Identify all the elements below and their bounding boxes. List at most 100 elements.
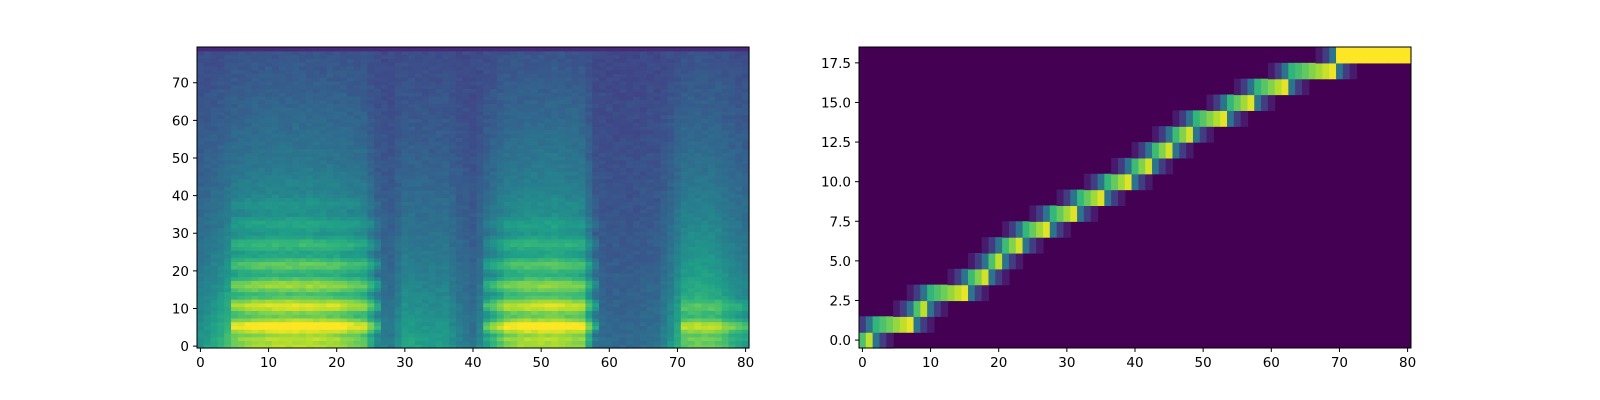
spectrogram-cell	[490, 80, 498, 86]
spectrogram-cell	[394, 238, 403, 244]
spectrogram-cell	[265, 189, 273, 195]
spectrogram-cell	[503, 65, 512, 71]
spectrogram-cell	[428, 171, 437, 176]
spectrogram-cell	[612, 310, 621, 315]
spectrogram-cell	[231, 231, 239, 236]
spectrogram-cell	[585, 141, 593, 146]
spectrogram-cell	[387, 310, 396, 315]
spectrogram-cell	[333, 171, 341, 176]
spectrogram-cell	[578, 62, 587, 67]
spectrogram-cell	[381, 261, 389, 266]
spectrogram-cell	[278, 220, 287, 225]
spectrogram-cell	[524, 171, 532, 176]
spectrogram-cell	[210, 238, 219, 244]
spectrogram-cell	[551, 250, 559, 255]
spectrogram-cell	[537, 95, 546, 101]
spectrogram-cell	[278, 238, 287, 244]
spectrogram-cell	[251, 107, 259, 112]
spectrogram-cell	[585, 174, 593, 180]
spectrogram-cell	[551, 231, 559, 236]
spectrogram-cell	[551, 114, 559, 120]
spectrogram-cell	[483, 257, 491, 263]
spectrogram-cell	[292, 344, 300, 349]
spectrogram-cell	[394, 144, 403, 150]
spectrogram-cell	[203, 107, 212, 112]
spectrogram-cell	[333, 325, 341, 330]
spectrogram-cell	[292, 178, 300, 184]
spectrogram-cell	[503, 182, 512, 187]
spectrogram-cell	[244, 167, 253, 172]
spectrogram-cell	[237, 314, 246, 319]
spectrogram-cell	[619, 253, 627, 259]
spectrogram-cell	[340, 80, 348, 86]
spectrogram-cell	[442, 336, 450, 342]
spectrogram-cell	[333, 73, 341, 78]
spectrogram-cell	[571, 344, 580, 349]
spectrogram-cell	[340, 95, 348, 101]
spectrogram-cell	[517, 306, 525, 311]
spectrogram-cell	[476, 306, 484, 311]
spectrogram-cell	[197, 329, 205, 334]
spectrogram-cell	[490, 159, 498, 165]
spectrogram-cell	[292, 227, 300, 232]
spectrogram-cell	[217, 310, 225, 315]
spectrogram-cell	[421, 253, 430, 259]
spectrogram-cell	[367, 284, 375, 289]
spectrogram-cell	[592, 329, 600, 334]
spectrogram-cell	[224, 114, 232, 120]
spectrogram-cell	[271, 246, 280, 251]
spectrogram-cell	[381, 156, 389, 161]
spectrogram-cell	[476, 92, 484, 97]
spectrogram-cell	[258, 84, 266, 89]
spectrogram-cell	[367, 223, 375, 229]
spectrogram-cell	[360, 257, 368, 263]
spectrogram-cell	[578, 141, 587, 146]
spectrogram-cell	[558, 340, 566, 345]
spectrogram-cell	[237, 280, 246, 285]
spectrogram-cell	[381, 302, 389, 308]
spectrogram-cell	[217, 344, 225, 349]
spectrogram-cell	[360, 99, 368, 105]
spectrogram-cell	[340, 62, 348, 67]
spectrogram-cell	[299, 295, 307, 300]
spectrogram-cell	[292, 65, 300, 71]
spectrogram-cell	[265, 114, 273, 120]
spectrogram-cell	[197, 189, 205, 195]
spectrogram-cell	[442, 178, 450, 184]
spectrogram-cell	[476, 223, 484, 229]
spectrogram-cell	[299, 126, 307, 131]
spectrogram-cell	[544, 340, 552, 345]
spectrogram-cell	[203, 163, 212, 168]
spectrogram-cell	[455, 110, 464, 116]
spectrogram-cell	[428, 329, 437, 334]
spectrogram-cell	[217, 329, 225, 334]
spectrogram-cell	[510, 65, 518, 71]
spectrogram-cell	[585, 272, 593, 278]
spectrogram-cell	[442, 306, 450, 311]
spectrogram-cell	[360, 156, 368, 161]
spectrogram-cell	[210, 295, 219, 300]
spectrogram-cell	[367, 295, 375, 300]
spectrogram-cell	[490, 193, 498, 199]
spectrogram-cell	[306, 171, 314, 176]
spectrogram-cell	[599, 58, 607, 63]
spectrogram-cell	[401, 284, 409, 289]
spectrogram-cell	[585, 220, 593, 225]
spectrogram-cell	[428, 212, 437, 217]
spectrogram-cell	[469, 302, 477, 308]
spectrogram-cell	[210, 280, 219, 285]
spectrogram-cell	[353, 122, 362, 127]
spectrogram-cell	[312, 268, 321, 274]
spectrogram-cell	[299, 310, 307, 315]
spectrogram-cell	[565, 310, 573, 315]
spectrogram-cell	[374, 336, 382, 342]
spectrogram-cell	[503, 238, 512, 244]
spectrogram-cell	[387, 193, 396, 199]
spectrogram-cell	[503, 77, 512, 82]
spectrogram-cell	[326, 178, 334, 184]
spectrogram-cell	[387, 295, 396, 300]
spectrogram-cell	[449, 178, 457, 184]
spectrogram-cell	[524, 268, 532, 274]
spectrogram-cell	[605, 295, 614, 300]
spectrogram-cell	[551, 163, 559, 168]
